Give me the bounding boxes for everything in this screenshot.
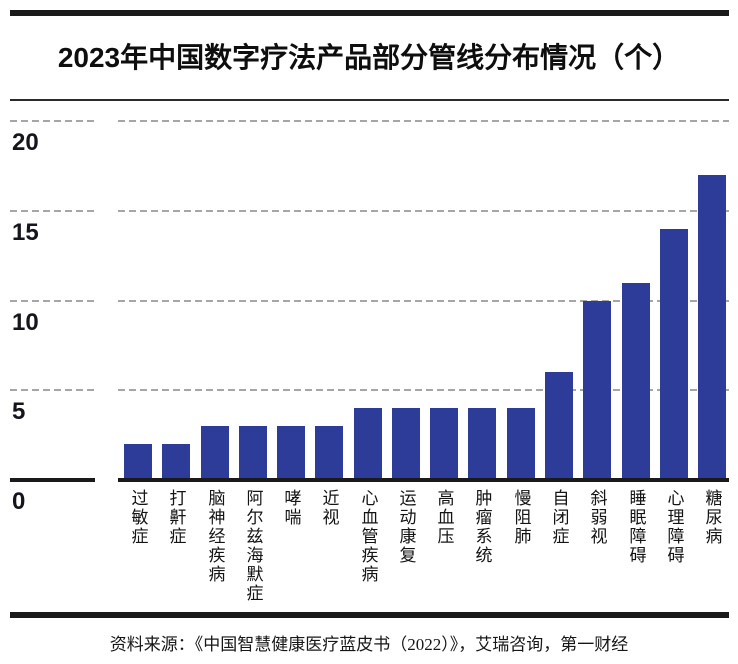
x-axis-label-text: 运动康复 bbox=[396, 489, 416, 565]
gridline-left-segment bbox=[10, 120, 95, 123]
title-divider bbox=[10, 99, 729, 101]
gridline bbox=[118, 389, 729, 392]
y-tick-label: 10 bbox=[12, 308, 39, 336]
x-axis-label-text: 高血压 bbox=[434, 489, 454, 546]
chart-title: 2023年中国数字疗法产品部分管线分布情况（个） bbox=[57, 42, 681, 73]
gridline-left-segment bbox=[10, 210, 95, 213]
x-axis-label-text: 睡眠障碍 bbox=[626, 489, 646, 565]
x-axis-label: 慢阻肺 bbox=[507, 489, 535, 546]
x-axis-baseline-left bbox=[10, 478, 95, 482]
x-axis-label: 睡眠障碍 bbox=[622, 489, 650, 565]
bar bbox=[124, 444, 152, 480]
x-axis-label: 自闭症 bbox=[545, 489, 573, 546]
bar bbox=[392, 408, 420, 480]
gridline-left-segment bbox=[10, 389, 95, 392]
bar bbox=[201, 426, 229, 480]
footer-divider bbox=[10, 612, 729, 618]
x-axis-label-text: 脑神经疾病 bbox=[205, 489, 225, 584]
bar bbox=[354, 408, 382, 480]
x-axis-label-text: 自闭症 bbox=[549, 489, 569, 546]
bar bbox=[162, 444, 190, 480]
gridline bbox=[118, 120, 729, 123]
bar bbox=[430, 408, 458, 480]
x-axis-label-text: 斜弱视 bbox=[587, 489, 607, 546]
x-axis-label: 脑神经疾病 bbox=[201, 489, 229, 584]
bar bbox=[468, 408, 496, 480]
gridline bbox=[118, 299, 729, 302]
y-tick-label: 15 bbox=[12, 219, 39, 247]
x-axis-label: 肿瘤系统 bbox=[468, 489, 496, 565]
bar bbox=[660, 229, 688, 480]
bar bbox=[239, 426, 267, 480]
bar bbox=[545, 372, 573, 480]
x-axis-label: 斜弱视 bbox=[583, 489, 611, 546]
x-axis-label: 高血压 bbox=[430, 489, 458, 546]
x-axis-label-text: 糖尿病 bbox=[702, 489, 722, 546]
x-axis-label-text: 心理障碍 bbox=[664, 489, 684, 565]
x-axis-label-text: 心血管疾病 bbox=[358, 489, 378, 584]
x-axis-label: 阿尔兹海默症 bbox=[239, 489, 267, 603]
x-axis-baseline bbox=[118, 478, 729, 482]
x-axis-label-text: 打鼾症 bbox=[166, 489, 186, 546]
x-axis-label-text: 阿尔兹海默症 bbox=[243, 489, 263, 603]
x-axis-label-text: 近视 bbox=[319, 489, 339, 527]
x-axis-label-text: 慢阻肺 bbox=[511, 489, 531, 546]
y-tick-label: 5 bbox=[12, 398, 26, 426]
x-axis-label-text: 哮喘 bbox=[281, 489, 301, 527]
x-axis-label: 心理障碍 bbox=[660, 489, 688, 565]
x-axis-label: 心血管疾病 bbox=[354, 489, 382, 584]
bar bbox=[507, 408, 535, 480]
bar bbox=[583, 301, 611, 480]
bar bbox=[315, 426, 343, 480]
x-axis-label: 近视 bbox=[315, 489, 343, 527]
x-axis-label: 运动康复 bbox=[392, 489, 420, 565]
x-axis-label: 哮喘 bbox=[277, 489, 305, 527]
gridline bbox=[118, 210, 729, 213]
y-tick-label: 20 bbox=[12, 129, 39, 157]
x-axis-label: 过敏症 bbox=[124, 489, 152, 546]
gridline-left-segment bbox=[10, 299, 95, 302]
x-axis-label: 打鼾症 bbox=[162, 489, 190, 546]
bar bbox=[698, 175, 726, 480]
top-accent-bar bbox=[10, 10, 729, 16]
y-tick-label: 0 bbox=[12, 488, 26, 515]
x-axis-label-text: 肿瘤系统 bbox=[472, 489, 492, 565]
bar bbox=[277, 426, 305, 480]
bar bbox=[622, 283, 650, 480]
source-note: 资料来源：《中国智慧健康医疗蓝皮书（2022）》，艾瑞咨询，第一财经 bbox=[109, 635, 629, 654]
x-axis-label: 糖尿病 bbox=[698, 489, 726, 546]
x-axis-label-text: 过敏症 bbox=[128, 489, 148, 546]
